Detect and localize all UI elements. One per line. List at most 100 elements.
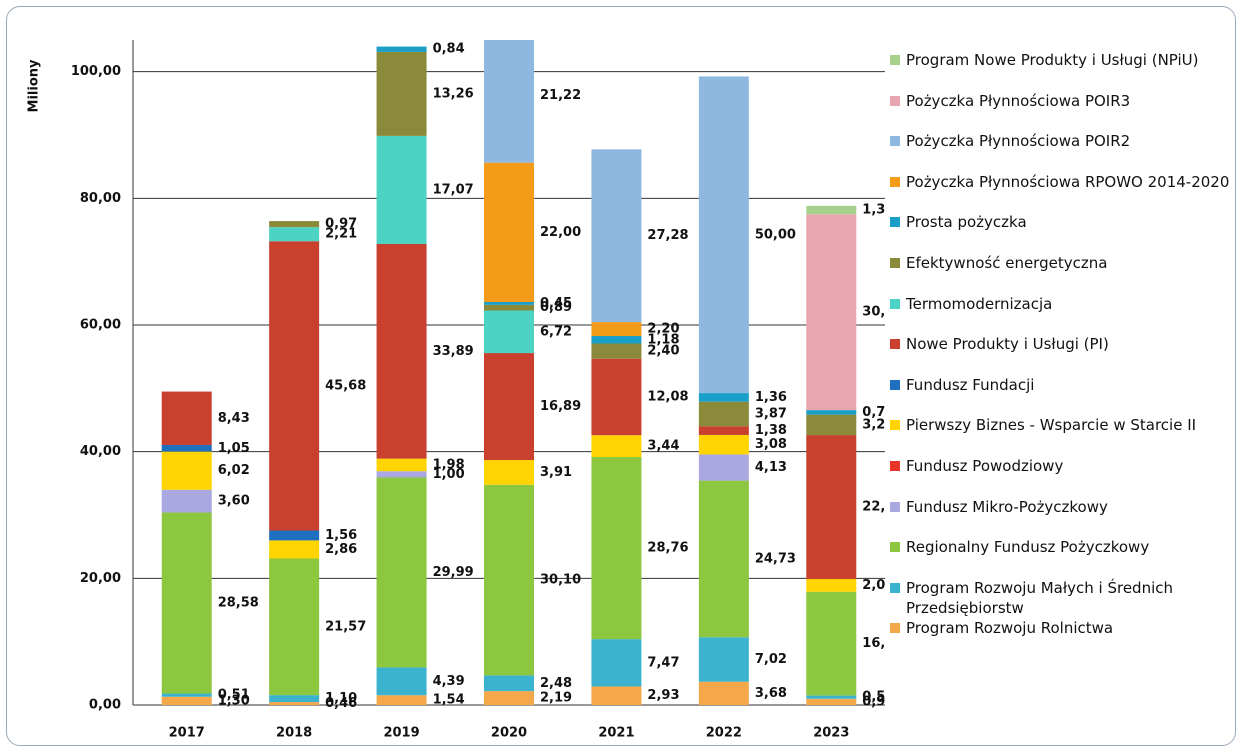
value-label: 24,73 (755, 551, 796, 566)
value-label: 2,93 (647, 688, 679, 703)
bar-segment (698, 480, 749, 638)
bar-segment (698, 454, 749, 481)
value-label: 4,13 (755, 460, 787, 475)
value-label: 0,97 (325, 217, 357, 232)
value-label: 2,21 (325, 227, 357, 242)
value-label: 3,44 (647, 439, 679, 454)
bar-segment (591, 639, 642, 687)
bar-segment (484, 302, 534, 305)
value-label: 21,22 (540, 88, 581, 103)
bar-segment (591, 358, 642, 436)
y-tick-label: 40,00 (80, 444, 121, 459)
y-tick-label: 80,00 (80, 191, 121, 206)
bar-segment (806, 579, 857, 592)
bar-segment (376, 471, 427, 478)
legend-item: Regionalny Fundusz Pożyczkowy (888, 537, 1240, 578)
legend-swatch (890, 136, 900, 147)
bar-segment (591, 435, 642, 457)
bar-segment (591, 456, 642, 640)
y-tick-label: 0,00 (89, 698, 121, 713)
legend-label: Fundusz Fundacji (906, 375, 1035, 394)
value-label: 30,10 (540, 573, 581, 588)
value-label: 13,26 (433, 86, 474, 101)
legend-item: Fundusz Powodziowy (888, 456, 1240, 497)
bar-segment (591, 686, 642, 705)
bar-segment (484, 304, 534, 311)
legend-label: Nowe Produkty i Usługi (PI) (906, 335, 1109, 354)
bar-segment (376, 458, 427, 472)
value-label: 1,38 (755, 423, 787, 438)
bar-segment (806, 591, 857, 696)
value-label: 21,57 (325, 619, 366, 634)
bar-segment (376, 667, 427, 696)
bar-segment (269, 702, 320, 705)
value-label: 7,47 (647, 655, 679, 670)
value-label: 3,23 (862, 417, 885, 432)
bar-segment (269, 241, 320, 531)
value-label: 2,48 (540, 676, 572, 691)
bar-segment (376, 135, 427, 244)
legend-swatch (890, 55, 900, 65)
legend-swatch (890, 420, 900, 431)
bar-segment (806, 695, 857, 699)
x-tick-label: 2019 (383, 726, 419, 741)
legend-item: Program Rozwoju Rolnictwa (888, 618, 1240, 659)
bar-segment (269, 530, 320, 541)
legend-swatch (890, 542, 900, 553)
bar-segment (161, 444, 212, 452)
legend-label: Termomodernizacja (906, 294, 1053, 313)
bar-segment (269, 695, 320, 703)
frame (6, 6, 1236, 746)
value-label: 3,68 (755, 686, 787, 701)
bar-segment (698, 681, 749, 705)
bar-segment (269, 221, 320, 228)
value-label: 17,07 (433, 182, 474, 197)
legend-swatch (890, 298, 900, 309)
y-tick-label: 100,00 (71, 64, 121, 79)
value-label: 0,89 (540, 300, 572, 315)
legend-label: Pożyczka Płynnościowa POIR3 (906, 91, 1131, 110)
value-label: 2,40 (647, 344, 679, 359)
bar-segment (698, 76, 749, 394)
bar-segment (161, 693, 212, 697)
value-label: 3,08 (755, 437, 787, 452)
bar-segment (484, 40, 534, 163)
value-label: 1,36 (755, 390, 787, 405)
legend-item: Efektywność energetyczna (888, 253, 1240, 294)
x-tick-label: 2022 (706, 726, 742, 741)
bar-segment (698, 434, 749, 455)
value-label: 0,84 (433, 42, 465, 57)
bar-segment (591, 322, 642, 337)
legend-swatch (890, 460, 900, 471)
value-label: 0,50 (862, 690, 885, 705)
bar-segment (484, 460, 534, 485)
bar-segment (806, 435, 857, 580)
legend-swatch (890, 217, 900, 228)
legend-item: Pożyczka Płynnościowa RPOWO 2014-2020 (888, 172, 1240, 213)
bar-segment (698, 426, 749, 435)
bar-segment (698, 637, 749, 682)
value-label: 0,99 (862, 694, 885, 709)
bar-segment (269, 558, 320, 696)
legend-label: Regionalny Fundusz Pożyczkowy (906, 538, 1150, 557)
legend-label: Pierwszy Biznes - Wsparcie w Starcie II (906, 416, 1197, 435)
value-label: 33,89 (433, 344, 474, 359)
legend-swatch (890, 339, 900, 350)
bar-segment (484, 691, 534, 705)
x-tick-label: 2017 (169, 726, 205, 741)
legend-swatch (890, 501, 900, 512)
value-label: 22,73 (862, 500, 885, 515)
legend-label: Efektywność energetyczna (906, 253, 1108, 272)
legend-swatch (890, 257, 900, 268)
y-axis-label: Miliony (27, 59, 42, 112)
bar-segment (806, 698, 857, 705)
bar-segment (376, 243, 427, 459)
bar-segment (161, 696, 212, 705)
legend-item: Program Nowe Produkty i Usługi (NPiU) (888, 50, 1240, 91)
bar-segment (376, 695, 427, 705)
value-label: 0,46 (325, 696, 357, 711)
value-label: 50,00 (755, 227, 796, 242)
legend-label: Prosta pożyczka (906, 213, 1027, 232)
value-label: 30,93 (862, 305, 885, 320)
